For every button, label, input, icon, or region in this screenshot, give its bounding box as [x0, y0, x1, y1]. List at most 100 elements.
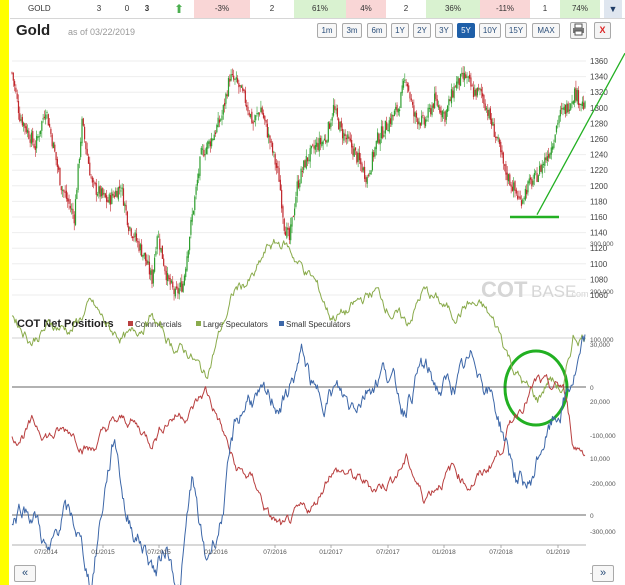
candle-body — [213, 134, 215, 141]
candle-body — [466, 76, 468, 78]
candle-body — [456, 81, 458, 89]
candle-body — [99, 185, 101, 197]
candle-body — [108, 194, 110, 203]
time-tick-label: 07/2015 — [147, 549, 171, 556]
time-tick-label: 07/2018 — [489, 549, 513, 556]
candle-body — [430, 108, 432, 115]
net-tick-label: -100,000 — [590, 433, 616, 440]
candle-body — [469, 74, 471, 79]
candle-body — [546, 156, 549, 162]
candle-body — [65, 190, 68, 199]
range-button-max[interactable]: MAX — [532, 23, 560, 38]
summary-cell-9: 36% — [426, 0, 480, 18]
candle-body — [435, 92, 437, 100]
candle-body — [304, 160, 306, 168]
candle-body — [294, 208, 296, 216]
candle-body — [410, 98, 412, 101]
close-button[interactable]: X — [594, 22, 611, 39]
range-button-3m[interactable]: 3m — [342, 23, 362, 38]
range-button-3y[interactable]: 3Y — [435, 23, 453, 38]
candle-body — [69, 205, 71, 209]
candle-body — [321, 141, 323, 146]
candle-body — [55, 151, 57, 161]
candle-body — [467, 76, 469, 78]
watermark-base: BASE — [531, 282, 576, 301]
printer-icon[interactable] — [570, 22, 587, 39]
candle-body — [522, 199, 524, 204]
summary-cell-10: -11% — [480, 0, 530, 18]
instrument-summary-row[interactable]: GOLD 3 0 3 ⬆ -3% 2 61% 4% 2 36% -11% 1 7… — [10, 0, 625, 19]
candle-body — [60, 186, 62, 191]
dropdown-icon[interactable]: ▼ — [604, 0, 622, 18]
range-button-10y[interactable]: 10Y — [479, 23, 501, 38]
candle-body — [323, 138, 326, 141]
candle-body — [401, 85, 403, 94]
candle-body — [103, 192, 105, 195]
candle-body — [86, 148, 88, 156]
candle-body — [561, 108, 563, 110]
candle-body — [80, 141, 82, 158]
range-button-1m[interactable]: 1m — [317, 23, 337, 38]
candle-body — [393, 110, 396, 117]
candle-body — [262, 113, 265, 118]
candle-body — [251, 111, 253, 123]
candle-body — [156, 236, 158, 250]
candle-body — [380, 126, 383, 139]
summary-cell-1: 3 — [96, 4, 102, 13]
range-button-6m[interactable]: 6m — [367, 23, 387, 38]
candle-body — [334, 106, 336, 110]
candle-body — [59, 167, 61, 186]
candle-body — [423, 117, 425, 125]
candle-body — [316, 142, 318, 147]
range-button-5y[interactable]: 5Y — [457, 23, 475, 38]
candle-body — [472, 87, 475, 97]
candle-body — [282, 206, 284, 218]
candle-body — [384, 120, 386, 134]
candle-body — [214, 132, 217, 135]
candle-body — [261, 107, 263, 114]
candle-body — [179, 282, 182, 288]
next-period-button[interactable]: » — [592, 565, 614, 582]
candle-body — [325, 140, 327, 143]
candle-body — [571, 101, 573, 104]
candle-body — [523, 197, 525, 199]
candle-body — [405, 81, 407, 83]
candle-body — [491, 118, 493, 126]
candle-body — [224, 102, 226, 106]
candle-body — [572, 101, 574, 104]
time-tick-label: 07/2016 — [263, 549, 287, 556]
candle-body — [130, 228, 132, 236]
candle-body — [528, 178, 530, 184]
candle-body — [29, 139, 31, 143]
candle-body — [297, 180, 300, 188]
candle-body — [287, 227, 289, 230]
candle-body — [414, 112, 416, 117]
candle-body — [266, 123, 268, 138]
candle-body — [106, 195, 108, 202]
range-button-2y[interactable]: 2Y — [413, 23, 431, 38]
candle-body — [73, 214, 75, 224]
candle-body — [408, 85, 410, 91]
candle-body — [253, 121, 256, 123]
candle-body — [496, 136, 498, 138]
candle-body — [182, 283, 184, 292]
candle-body — [83, 126, 86, 140]
watermark-com: .com — [569, 289, 589, 299]
candle-body — [234, 78, 236, 80]
previous-period-button[interactable]: « — [14, 565, 36, 582]
candle-body — [173, 288, 175, 294]
candle-body — [400, 92, 402, 108]
range-button-1y[interactable]: 1Y — [391, 23, 409, 38]
candle-body — [89, 162, 91, 176]
candle-body — [373, 152, 375, 158]
candle-body — [577, 90, 580, 105]
candle-body — [125, 205, 127, 211]
candle-body — [399, 109, 401, 112]
candle-body — [357, 152, 359, 162]
candle-body — [375, 140, 377, 150]
candle-body — [345, 137, 348, 140]
range-button-15y[interactable]: 15Y — [505, 23, 527, 38]
candle-body — [351, 139, 353, 148]
candle-body — [236, 78, 239, 83]
candle-body — [470, 77, 472, 87]
